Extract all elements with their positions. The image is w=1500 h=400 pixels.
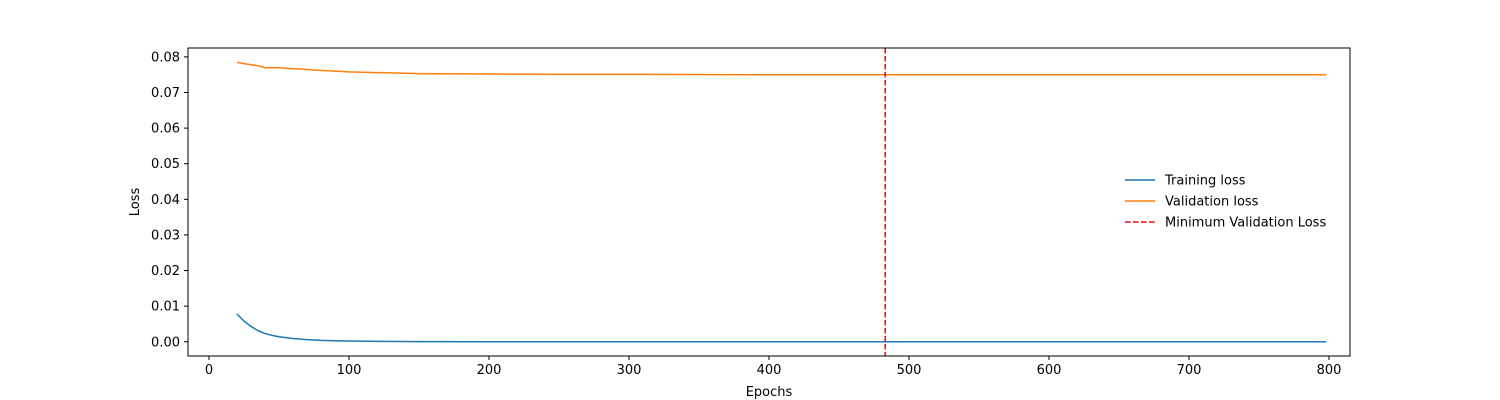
series-layer: [236, 48, 1327, 356]
series-line-validation-loss: [236, 61, 1327, 76]
legend-label-validation-loss: Validation loss: [1165, 195, 1259, 210]
x-tick-label: 500: [897, 363, 922, 378]
y-tick-label: 0.02: [151, 264, 180, 279]
y-tick-label: 0.08: [151, 50, 180, 65]
y-tick-label: 0.00: [151, 335, 180, 350]
x-tick-label: 700: [1177, 363, 1202, 378]
x-tick-label: 100: [337, 363, 362, 378]
y-tick-label: 0.05: [151, 157, 180, 172]
x-ticks: 0 100 200 300 400 500 600 700 800: [205, 356, 1342, 378]
x-tick-label: 400: [757, 363, 782, 378]
y-tick-label: 0.01: [151, 300, 180, 315]
x-axis-label: Epochs: [746, 385, 793, 400]
y-tick-label: 0.06: [151, 122, 180, 137]
x-tick-label: 600: [1037, 363, 1062, 378]
x-tick-label: 800: [1317, 363, 1342, 378]
x-tick-label: 200: [477, 363, 502, 378]
y-tick-label: 0.07: [151, 86, 180, 101]
legend: Training loss Validation loss Minimum Vali…: [1125, 174, 1326, 231]
x-tick-label: 0: [205, 363, 213, 378]
legend-label-training-loss: Training loss: [1164, 174, 1246, 189]
series-line-training-loss: [236, 313, 1327, 343]
legend-label-minimum-validation-loss: Minimum Validation Loss: [1165, 216, 1326, 231]
y-axis-label: Loss: [128, 188, 143, 217]
x-tick-label: 300: [617, 363, 642, 378]
y-tick-label: 0.03: [151, 228, 180, 243]
y-tick-label: 0.04: [151, 193, 180, 208]
y-ticks: 0.00 0.01 0.02 0.03 0.04 0.05 0.06 0.07 0.08: [151, 50, 188, 350]
